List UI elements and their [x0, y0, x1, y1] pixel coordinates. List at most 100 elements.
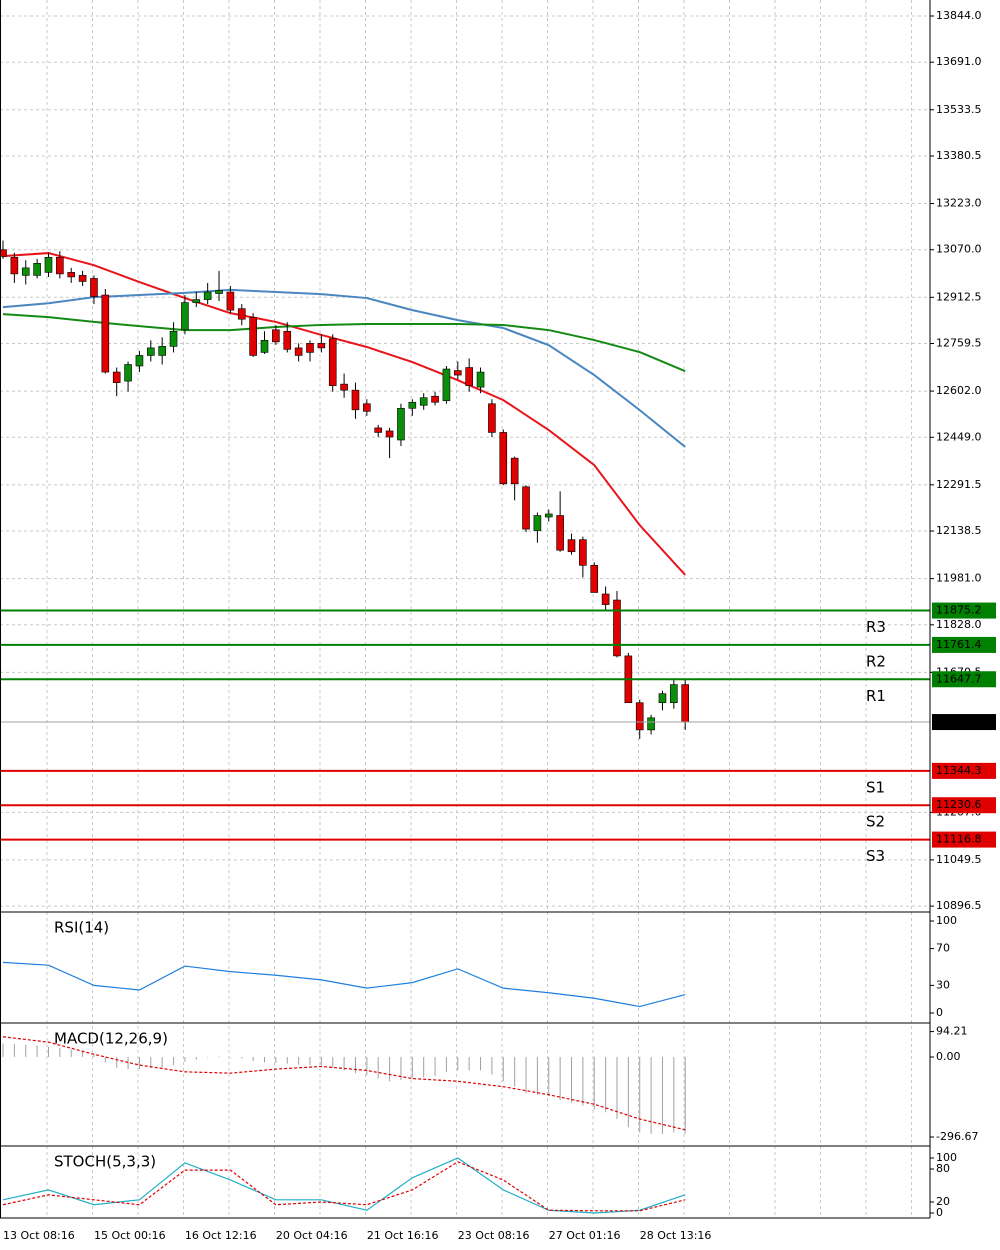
candle-body — [647, 717, 655, 731]
histogram-bar — [116, 1056, 118, 1068]
histogram-bar — [514, 1056, 516, 1087]
histogram-bar — [184, 1056, 186, 1062]
y-tick-label: 30 — [936, 978, 950, 991]
histogram-bar — [332, 1056, 334, 1068]
candle-body — [215, 290, 223, 294]
x-tick-label: 23 Oct 08:16 — [458, 1229, 530, 1242]
y-tick-label: 0.00 — [936, 1050, 961, 1063]
y-tick-label: 13691.0 — [936, 55, 982, 68]
histogram-bar — [195, 1056, 197, 1060]
candle-body — [397, 407, 405, 441]
candle-body — [658, 693, 667, 704]
candle-body — [601, 593, 610, 605]
histogram-bar — [241, 1056, 243, 1059]
histogram-bar — [661, 1056, 663, 1134]
candle-body — [67, 272, 76, 278]
candle-body — [44, 256, 53, 273]
candle-body — [374, 427, 383, 433]
y-tick-label: 70 — [936, 942, 950, 955]
histogram-bar — [468, 1056, 470, 1071]
histogram-bar — [320, 1056, 322, 1066]
y-tick-label: 100 — [936, 914, 957, 927]
histogram-bar — [298, 1056, 300, 1065]
candle-body — [670, 684, 678, 704]
x-tick-label: 13 Oct 08:16 — [3, 1229, 75, 1242]
indicator-line — [2, 961, 686, 1008]
candle-body — [476, 371, 485, 388]
level-label: S3 — [866, 847, 885, 865]
candle-body — [112, 371, 121, 383]
level-value: 11875.2 — [936, 604, 982, 617]
y-tick-label: 20 — [936, 1195, 950, 1208]
histogram-bar — [104, 1056, 106, 1063]
histogram-bar — [138, 1056, 140, 1070]
histogram-bar — [684, 1056, 686, 1134]
panel-title: RSI(14) — [54, 919, 109, 937]
histogram-bar — [229, 1056, 231, 1058]
candle-body — [385, 430, 394, 438]
candle-body — [226, 291, 235, 311]
histogram-bar — [673, 1056, 675, 1133]
y-tick-label: 100 — [936, 1151, 957, 1164]
histogram-bar — [59, 1047, 61, 1057]
x-tick-label: 16 Oct 12:16 — [185, 1229, 257, 1242]
histogram-bar — [366, 1056, 368, 1076]
candle-body — [33, 263, 41, 276]
y-tick-label: 11049.5 — [936, 853, 982, 866]
candle-body — [10, 256, 19, 275]
candle-body — [169, 330, 178, 347]
histogram-bar — [536, 1056, 538, 1095]
level-label: R3 — [866, 618, 886, 636]
candle-body — [328, 338, 337, 386]
histogram-bar — [82, 1051, 84, 1057]
level-box — [932, 762, 996, 779]
level-box — [932, 671, 996, 688]
histogram-bar — [650, 1056, 652, 1134]
histogram-bar — [207, 1056, 209, 1058]
candle-body — [0, 249, 7, 257]
candle-body — [249, 317, 257, 356]
panel-title: STOCH(5,3,3) — [54, 1153, 156, 1171]
indicator-line — [2, 1161, 686, 1212]
histogram-bar — [36, 1045, 38, 1057]
histogram-bar — [343, 1056, 345, 1071]
y-tick-label: 12759.5 — [936, 337, 982, 350]
level-box — [932, 797, 996, 814]
candle-body — [147, 347, 155, 356]
y-tick-label: 11828.0 — [936, 618, 982, 631]
candle-body — [613, 599, 621, 657]
candle-body — [590, 565, 599, 593]
candle-body — [499, 432, 508, 485]
candle-body — [442, 368, 451, 402]
histogram-bar — [627, 1056, 629, 1128]
level-box — [932, 831, 996, 848]
y-tick-label: 0 — [936, 1006, 943, 1019]
histogram-bar — [389, 1056, 391, 1082]
candle-body — [510, 457, 519, 485]
histogram-bar — [264, 1056, 266, 1063]
candle-body — [181, 302, 189, 331]
histogram-bar — [161, 1056, 163, 1068]
histogram-bar — [377, 1056, 379, 1079]
level-box — [932, 636, 996, 653]
histogram-bar — [400, 1056, 402, 1080]
indicator-line — [2, 252, 686, 576]
histogram-bar — [411, 1056, 413, 1079]
histogram-bar — [423, 1056, 425, 1078]
histogram-bar — [70, 1049, 72, 1057]
candle-body — [90, 278, 98, 297]
indicator-line — [2, 1036, 686, 1131]
histogram-bar — [47, 1046, 49, 1057]
histogram-bar — [525, 1056, 527, 1094]
last-price-box — [932, 714, 996, 731]
histogram-bar — [2, 1043, 4, 1057]
histogram-bar — [218, 1056, 220, 1057]
histogram-bar — [593, 1056, 595, 1110]
candle-body — [283, 330, 292, 350]
candle-body — [465, 367, 473, 386]
y-tick-label: 12291.5 — [936, 478, 982, 491]
x-tick-label: 15 Oct 00:16 — [94, 1229, 166, 1242]
candle-body — [260, 340, 269, 353]
x-tick-label: 27 Oct 01:16 — [549, 1229, 621, 1242]
histogram-bar — [434, 1056, 436, 1076]
